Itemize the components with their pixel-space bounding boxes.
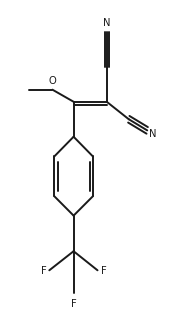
Text: N: N [103,18,110,28]
Text: O: O [49,76,56,86]
Text: F: F [41,266,46,276]
Text: F: F [101,266,107,276]
Text: F: F [71,299,77,309]
Text: N: N [149,129,157,139]
